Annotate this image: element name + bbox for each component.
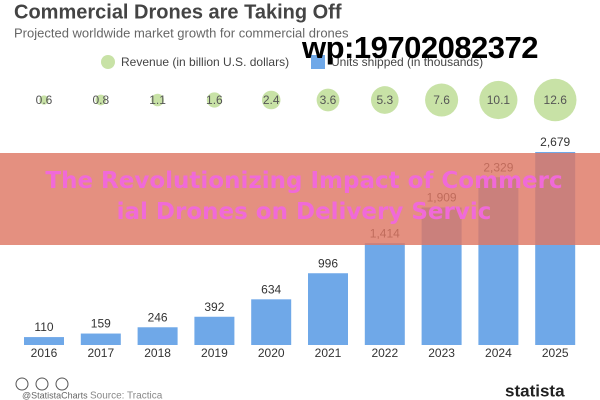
bubble-label: 1.6 xyxy=(206,93,223,107)
value-label: 392 xyxy=(204,300,224,314)
value-label: 996 xyxy=(318,256,338,270)
bar xyxy=(308,273,348,345)
cc-icon xyxy=(15,377,29,391)
revenue-bubble xyxy=(39,95,49,105)
bubble-label: 2.4 xyxy=(263,93,280,107)
x-tick-label: 2022 xyxy=(371,346,398,360)
x-tick-label: 2019 xyxy=(201,346,228,360)
bar xyxy=(24,337,64,345)
revenue-bubble xyxy=(479,80,518,120)
bubble-label: 10.1 xyxy=(487,93,511,107)
bar xyxy=(137,327,178,345)
value-label: 634 xyxy=(261,282,281,296)
chart-title: Commercial Drones are Taking Off xyxy=(14,1,342,23)
value-label: 2,679 xyxy=(540,135,570,149)
revenue-bubble xyxy=(370,86,399,114)
value-label: 159 xyxy=(91,317,111,331)
by-icon xyxy=(35,377,49,391)
bubble-label: 0.8 xyxy=(92,93,109,107)
revenue-bubble xyxy=(533,78,577,122)
bubble-label: 3.6 xyxy=(320,93,337,107)
x-tick-label: 2018 xyxy=(144,346,171,360)
x-tick-label: 2023 xyxy=(428,346,455,360)
brand: statista xyxy=(505,381,565,400)
value-label: 110 xyxy=(34,320,53,334)
nd-icon xyxy=(55,377,69,391)
revenue-bubble xyxy=(151,93,164,107)
revenue-bubble xyxy=(425,83,459,117)
x-tick-label: 2016 xyxy=(31,346,58,360)
revenue-bubble xyxy=(316,88,340,112)
bar xyxy=(194,316,235,345)
value-label: 246 xyxy=(148,310,168,324)
bubble-label: 5.3 xyxy=(376,93,393,107)
bar xyxy=(251,299,292,345)
legend-label: Units shipped (in thousands) xyxy=(331,55,483,69)
legend-label: Revenue (in billion U.S. dollars) xyxy=(121,55,289,69)
bubble-label: 1.1 xyxy=(149,93,166,107)
x-tick-label: 2020 xyxy=(258,346,285,360)
x-tick-label: 2024 xyxy=(485,346,512,360)
bubble-label: 12.6 xyxy=(544,93,568,107)
bar xyxy=(364,243,405,345)
banner-text: The Revolutionizing Impact of Commercial… xyxy=(45,168,563,225)
watermark: wp:19702082372 xyxy=(302,30,539,65)
x-tick-label: 2017 xyxy=(87,346,114,360)
legend-swatch xyxy=(311,55,325,69)
x-tick-label: 2021 xyxy=(315,346,342,360)
source: Source: Tractica xyxy=(90,391,163,400)
revenue-bubble xyxy=(261,90,281,110)
banner xyxy=(0,153,600,245)
bar xyxy=(80,333,121,345)
chart-subtitle: Projected worldwide market growth for co… xyxy=(14,25,349,40)
revenue-bubble xyxy=(95,94,107,106)
revenue-bubble xyxy=(206,92,222,108)
credit: @StatistaCharts xyxy=(22,390,88,400)
bubble-label: 7.6 xyxy=(433,93,450,107)
legend-swatch xyxy=(101,55,115,69)
footer: @StatistaCharts Source: Tractica statist… xyxy=(15,377,565,400)
x-tick-label: 2025 xyxy=(542,346,569,360)
bubble-label: 0.6 xyxy=(36,93,53,107)
